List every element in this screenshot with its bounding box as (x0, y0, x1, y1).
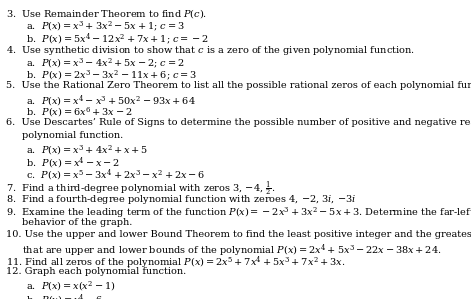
Text: 11. Find all zeros of the polynomial $P(x) = 2x^5 + 7x^4 + 5x^3 + 7x^2 + 3x$.: 11. Find all zeros of the polynomial $P(… (6, 255, 345, 271)
Text: b.  $P(x) = x^4 - 6$: b. $P(x) = x^4 - 6$ (26, 292, 103, 299)
Text: 4.  Use synthetic division to show that $c$ is a zero of the given polynomial fu: 4. Use synthetic division to show that $… (6, 44, 414, 57)
Text: c.  $P(x) = x^5 - 3x^4 + 2x^3 - x^2 + 2x - 6$: c. $P(x) = x^5 - 3x^4 + 2x^3 - x^2 + 2x … (26, 168, 205, 183)
Text: polynomial function.: polynomial function. (22, 131, 123, 140)
Text: a.  $P(x) = x^4 - x^3 + 50x^2 - 93x + 64$: a. $P(x) = x^4 - x^3 + 50x^2 - 93x + 64$ (26, 93, 196, 109)
Text: b.  $P(x) = x^4 - x - 2$: b. $P(x) = x^4 - x - 2$ (26, 155, 120, 171)
Text: a.  $P(x) = x(x^2 - 1)$: a. $P(x) = x(x^2 - 1)$ (26, 280, 115, 293)
Text: b.  $P(x) = 6x^6 + 3x - 2$: b. $P(x) = 6x^6 + 3x - 2$ (26, 106, 132, 119)
Text: 5.  Use the Rational Zero Theorem to list all the possible rational zeros of eac: 5. Use the Rational Zero Theorem to list… (6, 81, 471, 90)
Text: 10. Use the upper and lower Bound Theorem to find the least positive integer and: 10. Use the upper and lower Bound Theore… (6, 230, 471, 239)
Text: that are upper and lower bounds of the polynomial $P(x) = 2x^4 + 5x^3 - 22x - 38: that are upper and lower bounds of the p… (22, 242, 442, 259)
Text: a.  $P(x) = x^3 + 3x^2 - 5x + 1$; $c = 3$: a. $P(x) = x^3 + 3x^2 - 5x + 1$; $c = 3$ (26, 19, 185, 33)
Text: 12. Graph each polynomial function.: 12. Graph each polynomial function. (6, 267, 186, 276)
Text: 7.  Find a third-degree polynomial with zeros 3, $-4$, $\frac{1}{2}$.: 7. Find a third-degree polynomial with z… (6, 180, 275, 199)
Text: 8.  Find a fourth-degree polynomial function with zeroes 4, $-2$, $3i$, $-3i$: 8. Find a fourth-degree polynomial funct… (6, 193, 356, 206)
Text: 6.  Use Descartes’ Rule of Signs to determine the possible number of positive an: 6. Use Descartes’ Rule of Signs to deter… (6, 118, 471, 127)
Text: b.  $P(x) = 5x^4 - 12x^2 + 7x + 1$; $c = -2$: b. $P(x) = 5x^4 - 12x^2 + 7x + 1$; $c = … (26, 31, 209, 47)
Text: b.  $P(x) = 2x^3 - 3x^2 - 11x + 6$; $c = 3$: b. $P(x) = 2x^3 - 3x^2 - 11x + 6$; $c = … (26, 68, 197, 82)
Text: a.  $P(x) = x^3 + 4x^2 + x + 5$: a. $P(x) = x^3 + 4x^2 + x + 5$ (26, 143, 148, 157)
Text: 9.  Examine the leading term of the function $P(x) = -2x^3 + 3x^2 - 5x + 3$. Det: 9. Examine the leading term of the funct… (6, 205, 471, 220)
Text: a.  $P(x) = x^3 - 4x^2 + 5x - 2$; $c = 2$: a. $P(x) = x^3 - 4x^2 + 5x - 2$; $c = 2$ (26, 56, 184, 70)
Text: behavior of the graph.: behavior of the graph. (22, 217, 132, 227)
Text: 3.  Use Remainder Theorem to find $P(c)$.: 3. Use Remainder Theorem to find $P(c)$. (6, 7, 207, 19)
